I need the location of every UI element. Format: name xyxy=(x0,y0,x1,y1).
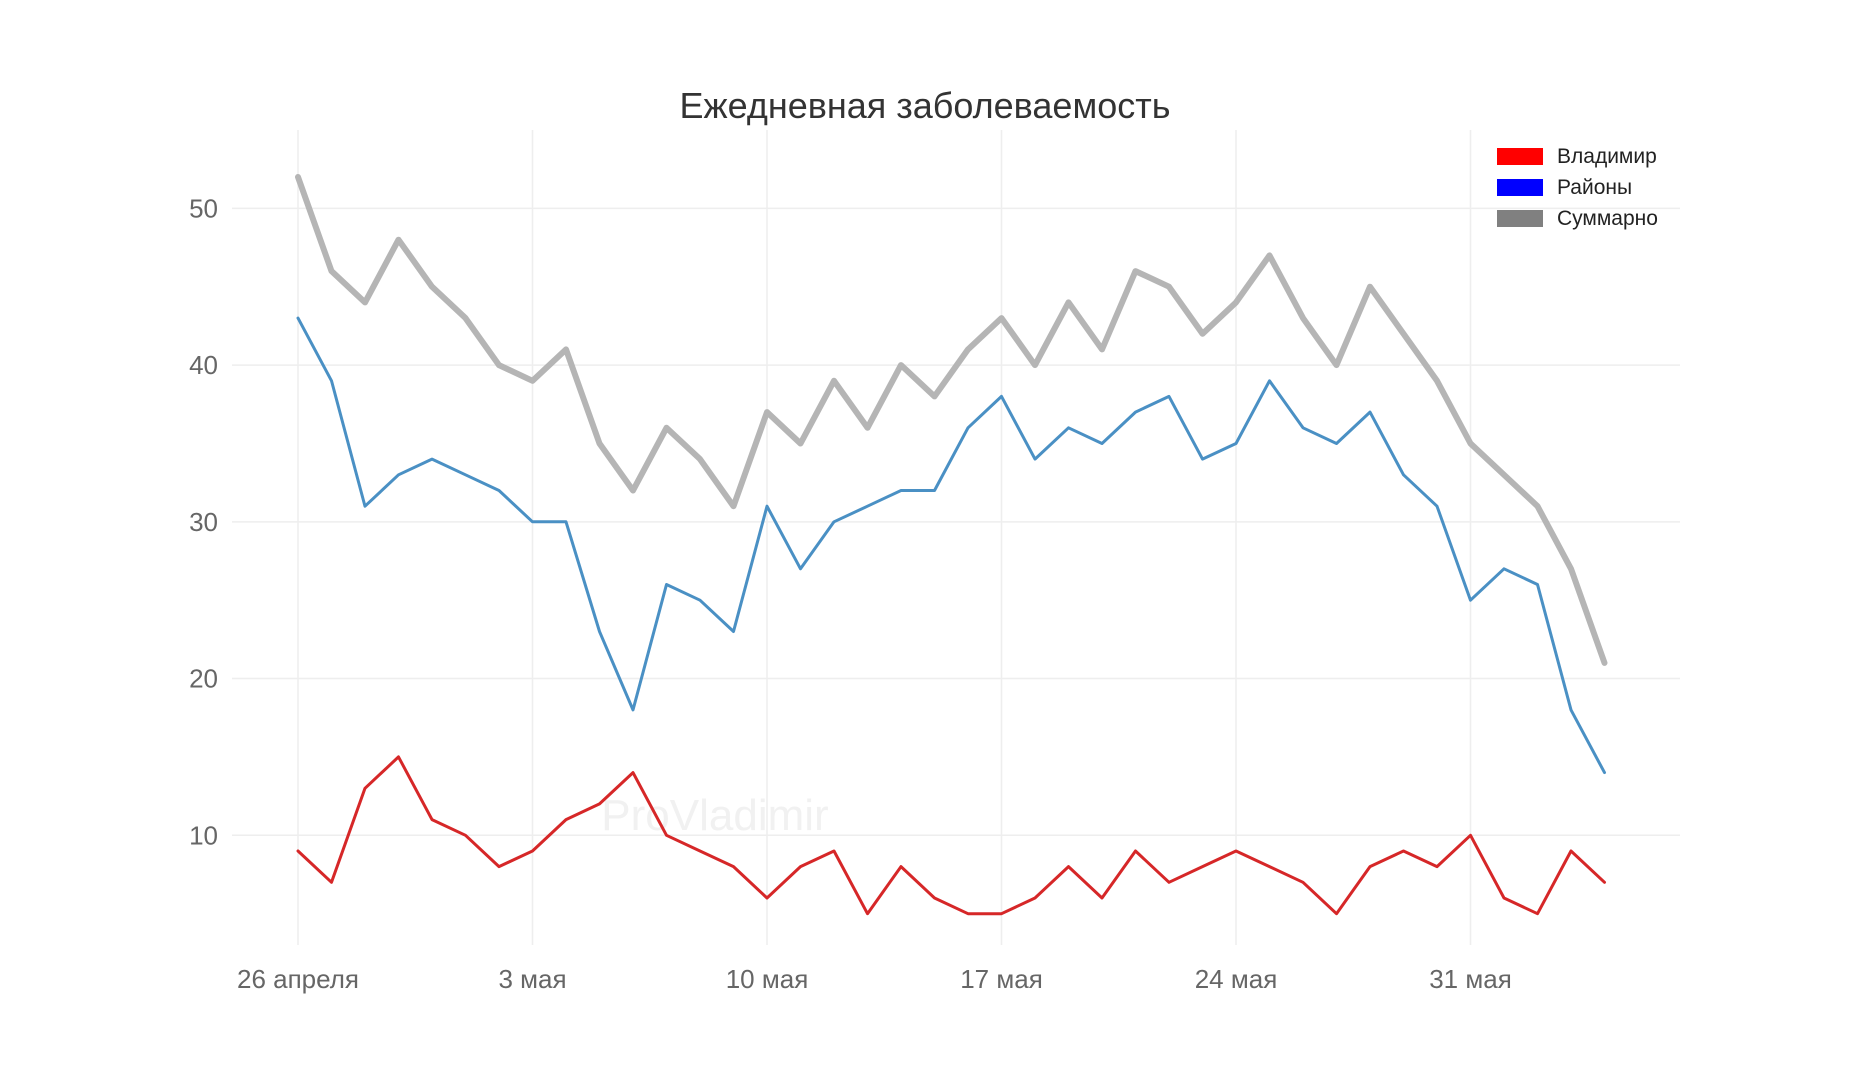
legend-label: Владимир xyxy=(1557,145,1657,168)
x-tick-label: 26 апреля xyxy=(237,964,359,994)
legend-item[interactable]: Суммарно xyxy=(1497,207,1658,230)
series-group xyxy=(295,174,1608,916)
y-tick-label: 40 xyxy=(189,350,218,380)
y-tick-label: 30 xyxy=(189,507,218,537)
x-axis: 26 апреля 3 мая 10 мая 17 мая 24 мая 31 мая xyxy=(237,964,1512,994)
legend-swatch xyxy=(1497,210,1543,227)
y-tick-label: 20 xyxy=(189,664,218,694)
legend-item[interactable]: Владимир xyxy=(1497,145,1657,168)
series-line-Суммарно xyxy=(295,174,1608,666)
chart-title: Ежедневная заболеваемость xyxy=(680,85,1171,126)
legend[interactable]: Владимир Районы Суммарно xyxy=(1497,145,1658,230)
legend-swatch xyxy=(1497,179,1543,196)
y-axis: 10 20 30 40 50 xyxy=(189,193,218,850)
legend-swatch xyxy=(1497,148,1543,165)
series-line-Владимир xyxy=(296,755,1606,916)
x-tick-label: 3 мая xyxy=(498,964,566,994)
x-tick-label: 24 мая xyxy=(1195,964,1278,994)
legend-label: Районы xyxy=(1557,176,1632,199)
watermark: ProVladimir xyxy=(601,791,828,840)
legend-item[interactable]: Районы xyxy=(1497,176,1632,199)
y-tick-label: 10 xyxy=(189,820,218,850)
x-tick-label: 31 мая xyxy=(1429,964,1512,994)
legend-label: Суммарно xyxy=(1557,207,1658,230)
grid xyxy=(232,130,1680,945)
series-line-Районы xyxy=(296,316,1606,775)
x-tick-label: 10 мая xyxy=(726,964,809,994)
y-tick-label: 50 xyxy=(189,193,218,223)
x-tick-label: 17 мая xyxy=(960,964,1043,994)
